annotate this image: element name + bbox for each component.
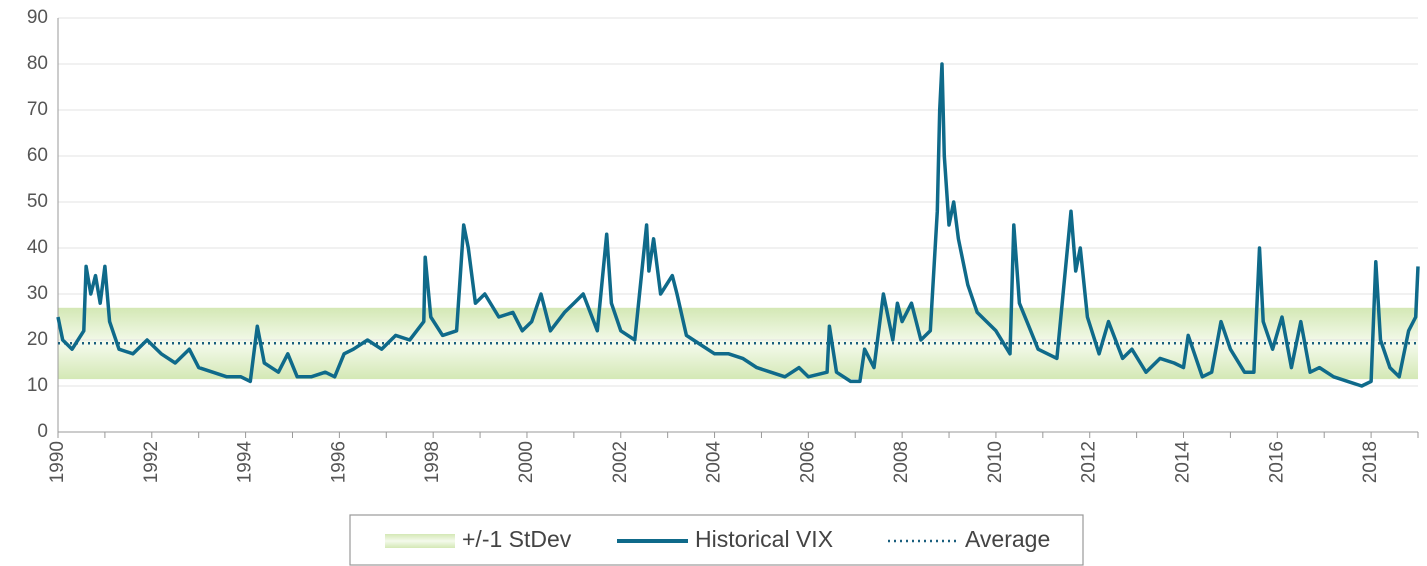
x-tick-label: 2018 <box>1360 441 1381 483</box>
y-tick-label: 70 <box>27 99 48 120</box>
y-tick-label: 60 <box>27 145 48 166</box>
y-tick-label: 30 <box>27 283 48 304</box>
legend-label: Average <box>965 526 1050 552</box>
x-tick-label: 2014 <box>1173 441 1194 484</box>
x-tick-label: 2008 <box>891 441 912 483</box>
x-tick-label: 1998 <box>422 441 443 483</box>
y-tick-label: 80 <box>27 53 48 74</box>
x-tick-label: 2000 <box>516 441 537 483</box>
y-tick-label: 50 <box>27 191 48 212</box>
x-tick-label: 2002 <box>610 441 631 483</box>
y-tick-label: 20 <box>27 329 48 350</box>
x-tick-label: 1996 <box>328 441 349 483</box>
x-tick-label: 2006 <box>797 441 818 483</box>
x-tick-label: 2004 <box>704 441 725 484</box>
x-tick-label: 1994 <box>235 441 256 484</box>
x-tick-label: 1990 <box>47 441 68 483</box>
legend-label: Historical VIX <box>695 526 833 552</box>
y-tick-label: 0 <box>37 421 48 442</box>
x-tick-label: 2016 <box>1266 441 1287 483</box>
y-tick-label: 10 <box>27 375 48 396</box>
x-tick-label: 2010 <box>985 441 1006 483</box>
y-tick-label: 40 <box>27 237 48 258</box>
x-tick-label: 1992 <box>141 441 162 483</box>
legend-box <box>349 514 1084 566</box>
legend-label: +/-1 StDev <box>462 526 572 552</box>
legend-band-swatch <box>385 534 455 548</box>
vix-line <box>56 62 1420 388</box>
y-tick-label: 90 <box>27 7 48 28</box>
x-tick-label: 2012 <box>1079 441 1100 483</box>
